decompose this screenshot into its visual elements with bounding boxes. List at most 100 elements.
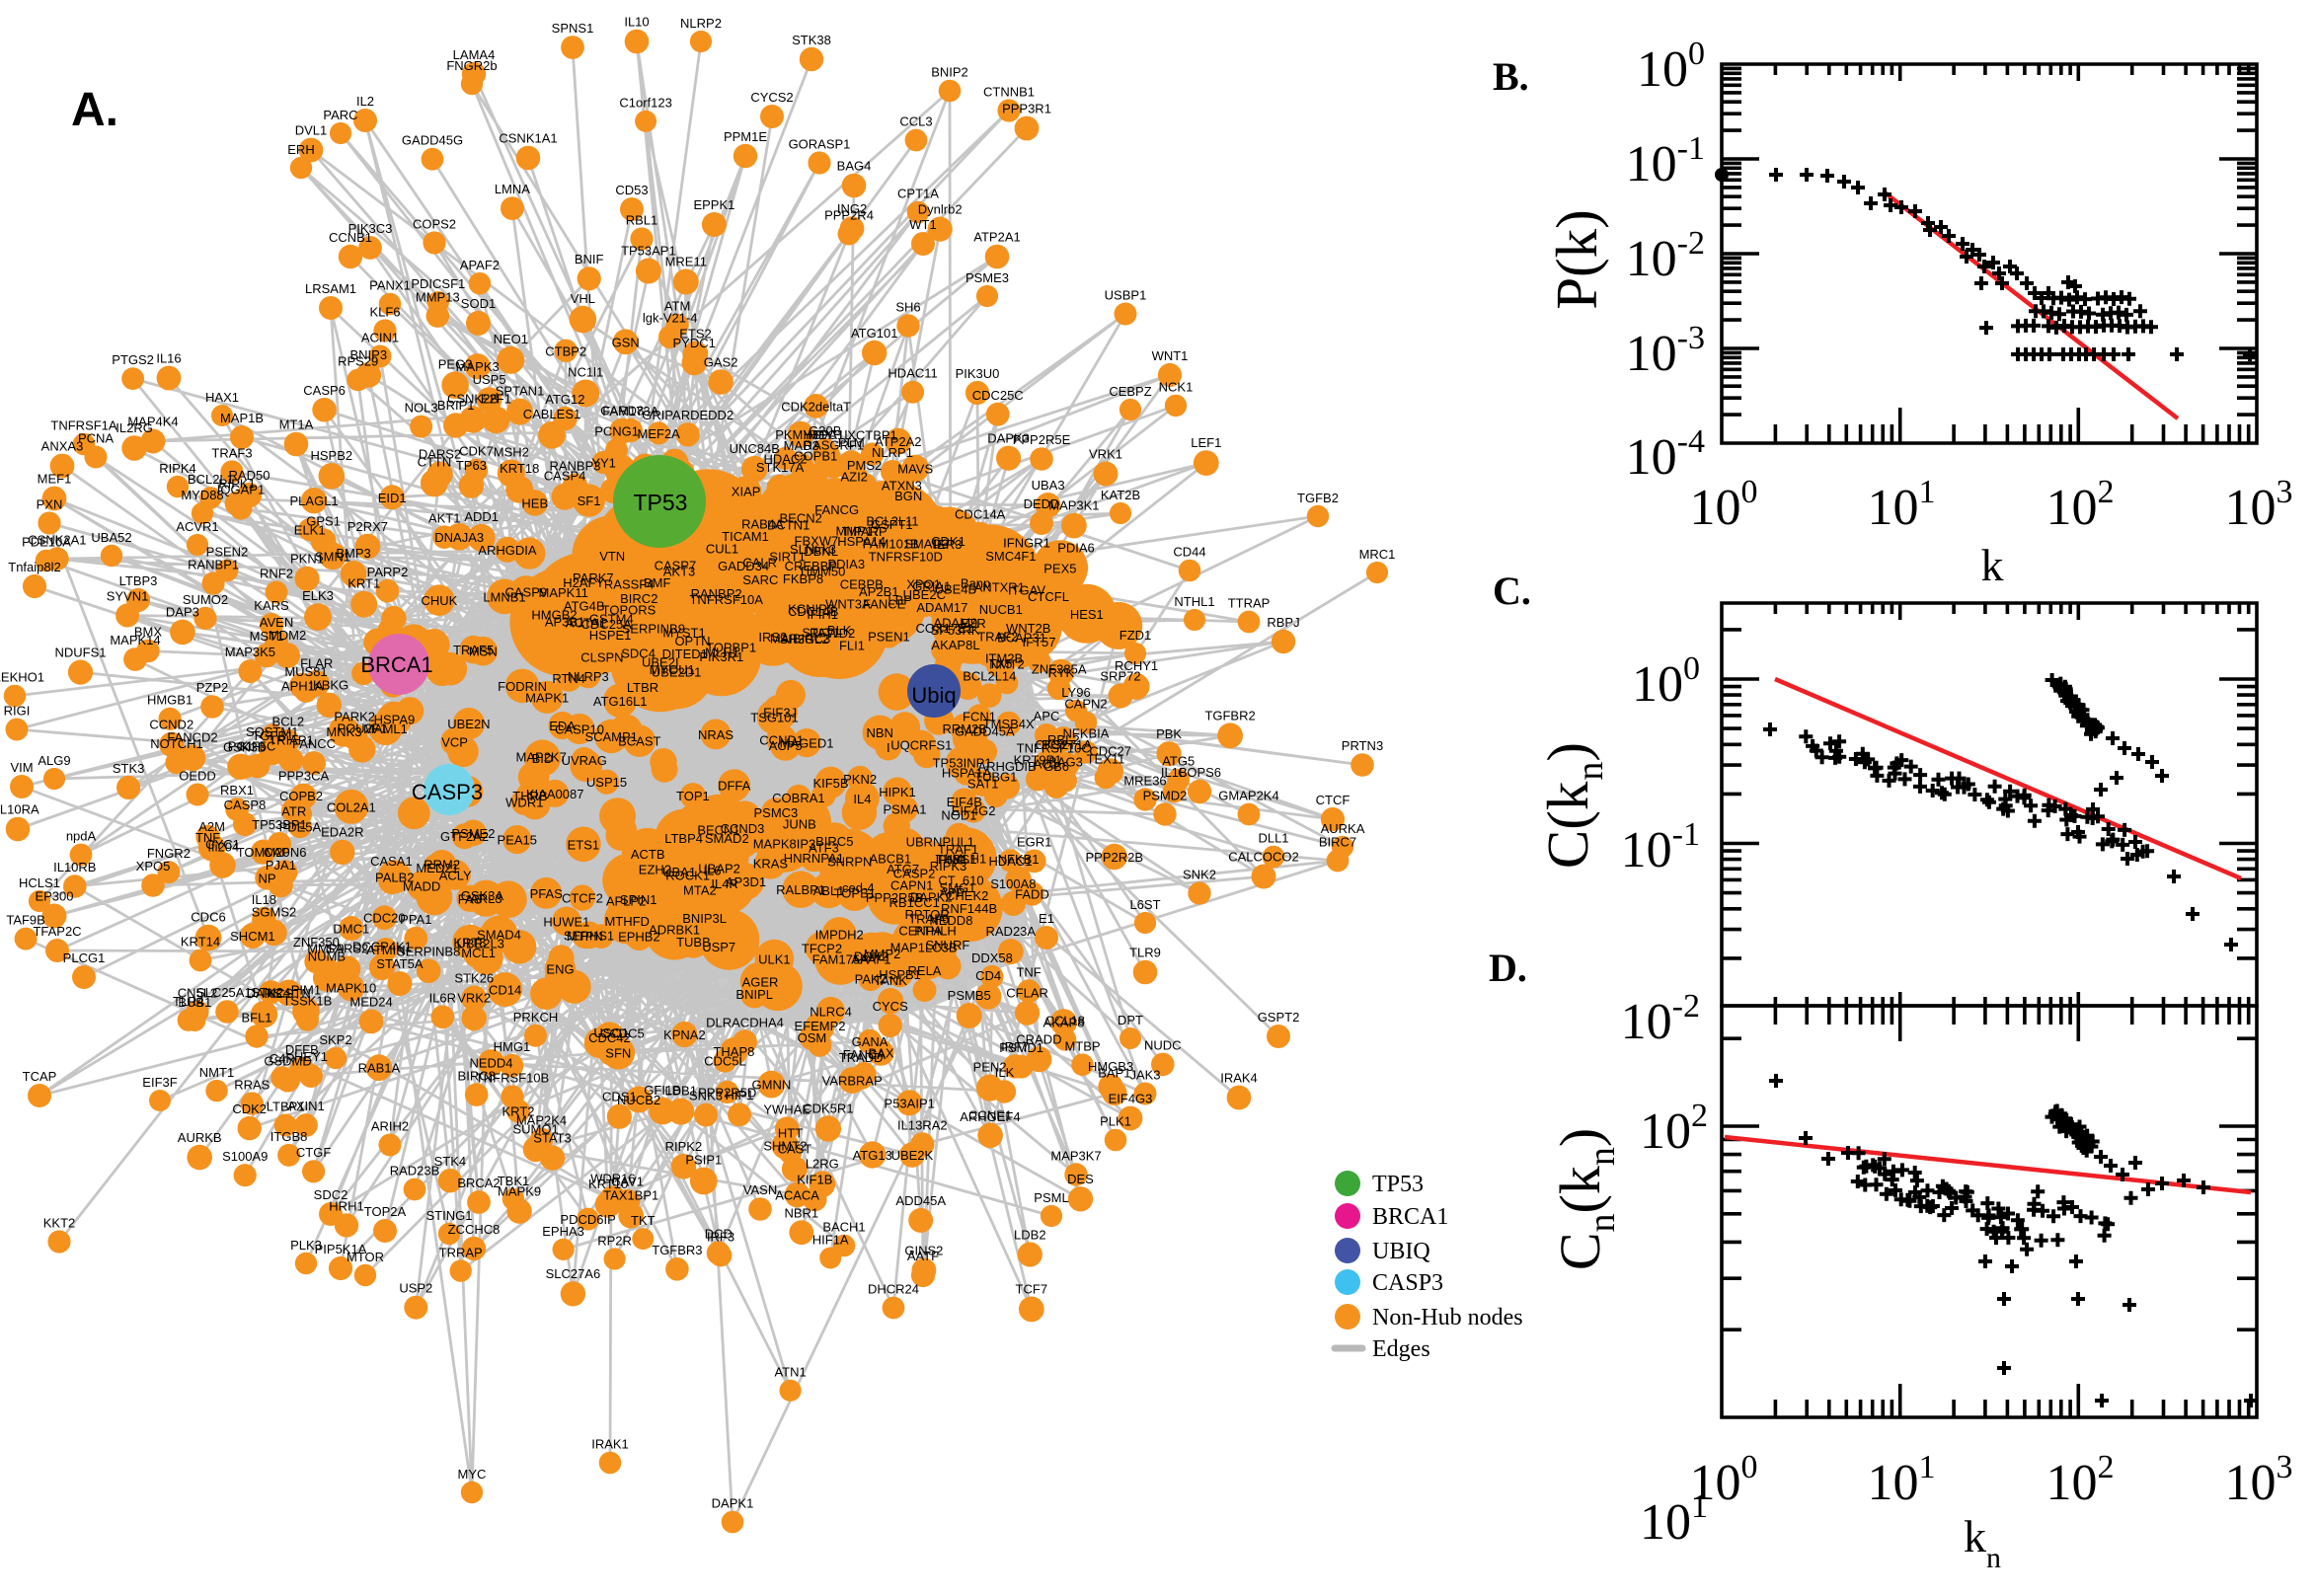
svg-text:YWHAE: YWHAE [763,1102,811,1116]
svg-text:IMPDH2: IMPDH2 [815,928,864,943]
svg-text:KLF6: KLF6 [369,304,400,319]
svg-text:ATMIN: ATMIN [366,943,405,957]
svg-text:MAP2K7: MAP2K7 [516,749,567,764]
svg-text:ACLY: ACLY [439,868,472,882]
svg-text:IL4: IL4 [853,792,871,806]
svg-text:HAX1: HAX1 [205,390,239,405]
svg-text:JUNB: JUNB [783,816,816,831]
svg-text:IL10: IL10 [624,15,649,30]
svg-text:LTBR: LTBR [627,680,658,695]
svg-text:RBPJ: RBPJ [1267,615,1299,630]
svg-text:SARC: SARC [742,572,778,587]
svg-text:KRT14: KRT14 [181,935,220,950]
svg-text:PFAS: PFAS [530,886,564,901]
svg-text:RCHY1: RCHY1 [1115,658,1158,673]
svg-text:NOL3: NOL3 [405,401,438,416]
svg-text:ARHGDIA: ARHGDIA [478,543,537,558]
svg-text:PPP2R5E: PPP2R5E [1013,432,1071,447]
svg-text:GANA: GANA [852,1034,888,1049]
svg-text:DLL1: DLL1 [1258,831,1288,846]
svg-text:CLSPN: CLSPN [580,650,623,665]
svg-text:MTBP: MTBP [1064,1039,1100,1054]
svg-text:KIAA0087: KIAA0087 [526,787,584,801]
svg-text:TICAM1: TICAM1 [722,529,769,544]
svg-text:PSML: PSML [1034,1190,1068,1205]
svg-text:S100A8: S100A8 [990,876,1036,891]
svg-text:Banp: Banp [961,575,990,590]
svg-text:TRAF2: TRAF2 [977,629,1018,644]
svg-text:CDK2deltaT: CDK2deltaT [781,399,851,414]
svg-text:MAPK14: MAPK14 [110,633,160,647]
svg-text:ANTXR1: ANTXR1 [974,580,1025,595]
svg-text:FLAR: FLAR [300,655,333,670]
svg-text:HTT: HTT [778,1126,803,1141]
svg-text:GMNN: GMNN [752,1078,792,1093]
svg-text:NMT1: NMT1 [199,1065,234,1080]
svg-text:KAT2B: KAT2B [1101,488,1140,502]
svg-text:DPT: DPT [1118,1013,1143,1027]
svg-text:LY96: LY96 [1061,685,1090,700]
svg-text:TFCP2: TFCP2 [802,942,842,956]
svg-text:KKT2: KKT2 [43,1215,76,1230]
svg-text:NUCB2: NUCB2 [617,1093,660,1107]
svg-text:TOPB1: TOPB1 [834,886,876,901]
svg-text:RBX1: RBX1 [220,783,254,798]
svg-text:IFNG: IFNG [936,853,966,868]
svg-text:STK3: STK3 [113,761,145,776]
svg-text:PEA15: PEA15 [498,833,537,848]
svg-text:WT1: WT1 [909,217,936,232]
svg-text:COL2A1: COL2A1 [327,799,376,814]
svg-text:10-4: 10-4 [1626,423,1705,486]
svg-text:CTGF: CTGF [296,1145,331,1160]
svg-text:HMGB3: HMGB3 [1088,1059,1133,1074]
svg-text:GSPT2: GSPT2 [1258,1010,1300,1025]
svg-text:COPB1: COPB1 [794,449,837,464]
svg-text:COX17E1: COX17E1 [916,621,974,636]
svg-text:CDK1: CDK1 [931,534,965,549]
svg-text:PKMYT1: PKMYT1 [775,427,826,442]
svg-text:BCL2: BCL2 [272,715,305,729]
svg-text:KRT2: KRT2 [502,1104,535,1119]
svg-text:TNFRSF10A: TNFRSF10A [689,592,763,607]
svg-text:PC1: PC1 [228,739,253,754]
svg-text:AKT1: AKT1 [428,510,461,525]
svg-text:AXIN1: AXIN1 [287,1099,325,1113]
svg-text:AURKB: AURKB [178,1130,222,1145]
svg-text:MAPK8IP3: MAPK8IP3 [753,837,816,852]
svg-text:MED24: MED24 [349,995,392,1010]
svg-text:PTGS2: PTGS2 [112,352,154,367]
svg-text:CEBPZ: CEBPZ [1109,384,1151,399]
svg-text:NEO1: NEO1 [494,332,528,346]
svg-text:NMT2: NMT2 [989,657,1024,672]
svg-text:NLRP3: NLRP3 [568,669,609,684]
svg-text:PSMC3: PSMC3 [754,805,799,820]
svg-text:PPP3R1: PPP3R1 [1002,102,1051,116]
svg-text:BIRC8: BIRC8 [458,1068,496,1083]
svg-text:VTN: VTN [599,549,625,564]
svg-text:CYCS: CYCS [873,999,908,1014]
svg-text:AURKA: AURKA [1321,821,1365,836]
svg-text:MSH2: MSH2 [494,445,529,460]
svg-text:SPNS1: SPNS1 [552,21,594,36]
svg-text:BRCA1: BRCA1 [1372,1204,1448,1230]
svg-text:ETS1: ETS1 [568,837,600,852]
svg-text:FNGR2b: FNGR2b [446,58,497,73]
svg-text:GTF2A2: GTF2A2 [440,829,489,844]
svg-text:RANBP3: RANBP3 [549,459,600,474]
svg-text:PLM: PLM [838,435,865,450]
svg-text:MAP1B: MAP1B [220,411,264,425]
svg-text:HSPA14: HSPA14 [837,534,886,549]
svg-text:PPP3CA: PPP3CA [278,769,330,784]
svg-text:HUWE1: HUWE1 [543,914,589,929]
svg-text:IER3: IER3 [934,537,963,552]
svg-text:TCF7: TCF7 [1016,1282,1048,1297]
svg-text:GSK3B: GSK3B [223,740,266,755]
svg-text:SHCM1: SHCM1 [230,929,275,944]
svg-text:BCAST: BCAST [618,734,660,749]
svg-text:NUMB: NUMB [308,950,346,964]
svg-text:PLEKHO1: PLEKHO1 [0,670,44,685]
svg-text:BIRC2: BIRC2 [620,591,657,606]
svg-text:SUMO2: SUMO2 [183,592,228,607]
svg-text:SNURF: SNURF [926,938,970,952]
svg-text:PDIA6: PDIA6 [1057,541,1095,556]
